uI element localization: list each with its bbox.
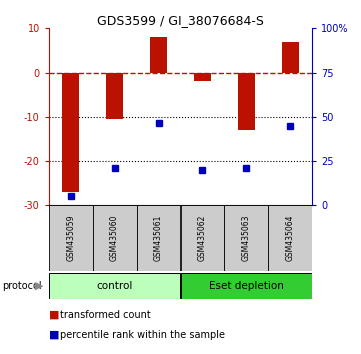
Text: transformed count: transformed count xyxy=(60,310,150,320)
Bar xyxy=(180,205,225,271)
Bar xyxy=(225,205,268,271)
Text: ■: ■ xyxy=(49,310,59,320)
Bar xyxy=(49,273,180,299)
Bar xyxy=(136,205,180,271)
Text: ▶: ▶ xyxy=(35,281,44,291)
Bar xyxy=(93,205,136,271)
Bar xyxy=(49,205,93,271)
Bar xyxy=(282,42,299,73)
Text: GSM435062: GSM435062 xyxy=(198,215,207,261)
Text: protocol: protocol xyxy=(2,281,42,291)
Text: GSM435060: GSM435060 xyxy=(110,215,119,261)
Text: Eset depletion: Eset depletion xyxy=(209,281,284,291)
Title: GDS3599 / GI_38076684-S: GDS3599 / GI_38076684-S xyxy=(97,14,264,27)
Text: GSM435063: GSM435063 xyxy=(242,215,251,261)
Text: GSM435064: GSM435064 xyxy=(286,215,295,261)
Text: control: control xyxy=(96,281,133,291)
Bar xyxy=(180,273,312,299)
Text: ■: ■ xyxy=(49,330,59,339)
Bar xyxy=(106,73,123,119)
Text: percentile rank within the sample: percentile rank within the sample xyxy=(60,330,225,339)
Bar xyxy=(150,37,167,73)
Bar xyxy=(238,73,255,130)
Bar xyxy=(268,205,312,271)
Text: GSM435059: GSM435059 xyxy=(66,215,75,261)
Bar xyxy=(193,73,211,81)
Bar xyxy=(62,73,79,192)
Text: GSM435061: GSM435061 xyxy=(154,215,163,261)
